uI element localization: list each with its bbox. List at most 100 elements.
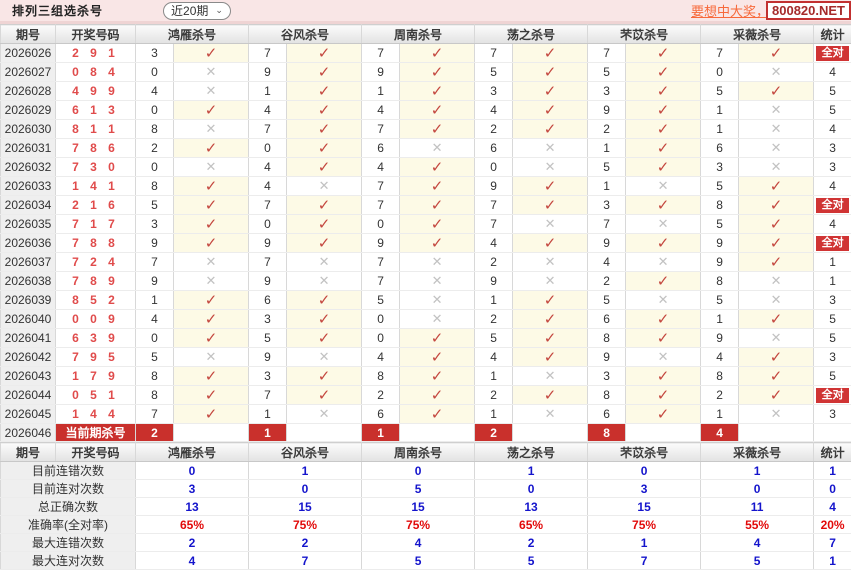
stats-value-cell: 75% bbox=[248, 515, 363, 534]
cross-icon: ✕ bbox=[205, 64, 217, 79]
kill-number-cell: 7 bbox=[474, 214, 514, 234]
stats-row-label: 目前连对次数 bbox=[0, 479, 136, 498]
kill-number-cell: 7 bbox=[474, 195, 514, 215]
kill-mark-cell: ✕ bbox=[625, 347, 702, 367]
kill-mark-cell: ✓ bbox=[286, 233, 363, 253]
kill-number-cell: 0 bbox=[135, 328, 174, 348]
period-cell: 2026041 bbox=[0, 328, 56, 348]
kill-number-cell: 4 bbox=[474, 233, 514, 253]
check-icon: ✓ bbox=[430, 64, 444, 81]
kill-number-cell: 8 bbox=[587, 328, 627, 348]
check-icon: ✓ bbox=[656, 387, 670, 404]
stats-value-cell: 5 bbox=[474, 551, 589, 570]
kill-mark-cell: ✓ bbox=[172, 385, 250, 405]
kill-number-cell: 1 bbox=[474, 366, 514, 386]
kill-mark-cell: ✓ bbox=[399, 195, 476, 215]
check-icon: ✓ bbox=[656, 330, 670, 347]
check-icon: ✓ bbox=[656, 45, 670, 62]
promo-link[interactable]: 要想中大奖，天 bbox=[690, 4, 782, 19]
stats-value-cell: 20% bbox=[813, 515, 851, 534]
current-period-label: 当前期杀号 bbox=[55, 423, 136, 442]
kill-mark-cell: ✕ bbox=[399, 252, 476, 272]
kill-number-cell: 2 bbox=[474, 119, 514, 139]
kill-number-cell: 9 bbox=[361, 62, 401, 82]
check-icon: ✓ bbox=[430, 216, 444, 233]
winning-numbers-cell: 8 5 2 bbox=[55, 290, 136, 310]
stat-cell: 4 bbox=[813, 214, 851, 234]
period-cell: 2026036 bbox=[0, 233, 56, 253]
kill-number-cell: 5 bbox=[587, 157, 627, 177]
kill-number-cell: 0 bbox=[248, 138, 288, 158]
current-kill-mark-cell bbox=[399, 423, 476, 442]
kill-mark-cell: ✓ bbox=[625, 366, 702, 386]
stats-row: 总正确次数 13 15 15 13 15 11 4 bbox=[0, 497, 851, 516]
cross-icon: ✕ bbox=[205, 121, 217, 136]
stats-value-cell: 4 bbox=[813, 497, 851, 516]
winning-numbers-cell: 2 1 6 bbox=[55, 195, 136, 215]
check-icon: ✓ bbox=[769, 311, 783, 328]
kill-number-cell: 1 bbox=[587, 138, 627, 158]
kill-number-cell: 4 bbox=[361, 157, 401, 177]
stats-value-cell: 0 bbox=[474, 479, 589, 498]
kill-number-cell: 4 bbox=[587, 252, 627, 272]
kill-mark-cell: ✓ bbox=[286, 100, 363, 120]
kill-mark-cell: ✓ bbox=[172, 43, 250, 63]
stats-value-cell: 1 bbox=[587, 533, 702, 552]
column-header: 谷风杀号 bbox=[248, 442, 363, 462]
kill-mark-cell: ✕ bbox=[286, 347, 363, 367]
table-row: 2026042 7 9 5 5 ✕ 9 ✕ 4 ✓ 4 ✓ 9 ✕ 4 ✓ 3 bbox=[0, 347, 851, 367]
kill-mark-cell: ✓ bbox=[172, 328, 250, 348]
kill-mark-cell: ✓ bbox=[512, 309, 589, 329]
kill-mark-cell: ✓ bbox=[625, 62, 702, 82]
cross-icon: ✕ bbox=[318, 254, 330, 269]
stat-cell: 全对 bbox=[813, 43, 851, 63]
kill-mark-cell: ✓ bbox=[512, 347, 589, 367]
stats-row: 目前连对次数 3 0 5 0 3 0 0 bbox=[0, 479, 851, 498]
column-header: 芣苡杀号 bbox=[587, 442, 702, 462]
kill-mark-cell: ✓ bbox=[625, 81, 702, 101]
stats-value-cell: 7 bbox=[813, 533, 851, 552]
stat-cell: 全对 bbox=[813, 195, 851, 215]
check-icon: ✓ bbox=[317, 216, 331, 233]
period-cell: 2026033 bbox=[0, 176, 56, 196]
kill-number-cell: 4 bbox=[361, 100, 401, 120]
stats-value-cell: 1 bbox=[813, 461, 851, 480]
kill-mark-cell: ✕ bbox=[286, 176, 363, 196]
period-cell: 2026044 bbox=[0, 385, 56, 405]
stat-cell: 3 bbox=[813, 138, 851, 158]
kill-number-cell: 2 bbox=[474, 309, 514, 329]
check-icon: ✓ bbox=[430, 178, 444, 195]
stat-cell: 3 bbox=[813, 347, 851, 367]
stats-value-cell: 55% bbox=[700, 515, 815, 534]
kill-mark-cell: ✓ bbox=[512, 328, 589, 348]
cross-icon: ✕ bbox=[544, 254, 556, 269]
cross-icon: ✕ bbox=[770, 121, 782, 136]
column-header: 鸿雁杀号 bbox=[134, 24, 250, 44]
kill-number-cell: 5 bbox=[587, 290, 627, 310]
kill-number-cell: 8 bbox=[135, 385, 174, 405]
period-cell: 2026042 bbox=[0, 347, 56, 367]
kill-mark-cell: ✓ bbox=[286, 43, 363, 63]
column-header: 采薇杀号 bbox=[700, 24, 815, 44]
check-icon: ✓ bbox=[656, 235, 670, 252]
check-icon: ✓ bbox=[769, 387, 783, 404]
cross-icon: ✕ bbox=[431, 254, 443, 269]
kill-mark-cell: ✓ bbox=[512, 233, 589, 253]
check-icon: ✓ bbox=[769, 216, 783, 233]
stat-cell: 4 bbox=[813, 62, 851, 82]
kill-mark-cell: ✓ bbox=[512, 195, 589, 215]
kill-mark-cell: ✓ bbox=[286, 214, 363, 234]
kill-number-cell: 1 bbox=[248, 404, 288, 424]
current-kill-number-cell: 1 bbox=[248, 423, 288, 442]
period-range-dropdown[interactable]: 近20期 ⌄ bbox=[163, 1, 231, 20]
table-row: 2026029 6 1 3 0 ✓ 4 ✓ 4 ✓ 4 ✓ 9 ✓ 1 ✕ 5 bbox=[0, 100, 851, 120]
promo-site-box[interactable]: 800820.NET bbox=[766, 1, 851, 20]
check-icon: ✓ bbox=[317, 311, 331, 328]
kill-number-cell: 5 bbox=[700, 81, 740, 101]
kill-mark-cell: ✓ bbox=[512, 119, 589, 139]
table-row: 2026031 7 8 6 2 ✓ 0 ✓ 6 ✕ 6 ✕ 1 ✓ 6 ✕ 3 bbox=[0, 138, 851, 158]
stats-value-cell: 15 bbox=[248, 497, 363, 516]
check-icon: ✓ bbox=[543, 64, 557, 81]
check-icon: ✓ bbox=[204, 330, 218, 347]
check-icon: ✓ bbox=[204, 140, 218, 157]
